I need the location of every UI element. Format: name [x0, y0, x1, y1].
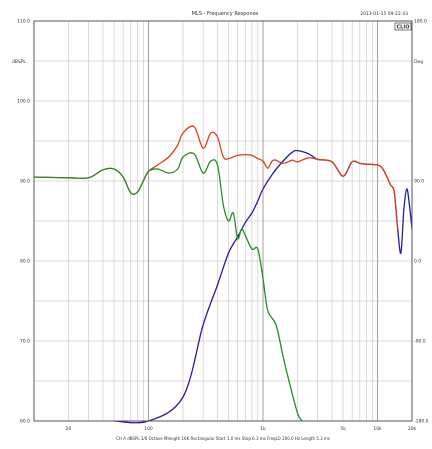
- y-right-unit: Deg: [414, 59, 423, 65]
- x-tick-label: 100: [144, 426, 153, 432]
- axis-labels: 20 100 1k 5k 10k 20k 110.0 100.0 90.0 80.0 70.0 60.…: [17, 19, 429, 433]
- footer-settings: CH A dBSPL 1/6 Octave Mlength 16K Rectan…: [116, 436, 330, 441]
- y-tick-label: 100.0: [17, 99, 30, 105]
- y-tick-label: 110.0: [17, 19, 30, 25]
- series-layer: [33, 125, 413, 424]
- x-tick-label: 10k: [373, 426, 382, 432]
- y-tick-label: 90.0: [20, 179, 30, 185]
- plot-frame: [33, 20, 413, 422]
- chart-timestamp: 2013-01-15 09:22:43: [360, 11, 408, 17]
- x-tick-label: 20k: [408, 426, 417, 432]
- y-tick-label: 70.0: [20, 339, 30, 345]
- y-tick-label: 80.0: [20, 259, 30, 265]
- x-tick-label: 1k: [260, 426, 266, 432]
- series-line-3: [33, 152, 303, 422]
- x-tick-label: 20: [66, 426, 72, 432]
- y-left-unit: dBSPL: [12, 59, 26, 65]
- y-right-tick-label: 0.0: [414, 259, 421, 265]
- clio-badge: CLIO: [397, 25, 410, 31]
- y-right-tick-label: 90.0: [414, 179, 424, 185]
- y-right-tick-label: -180.0: [414, 419, 429, 425]
- y-right-tick-label: 180.0: [414, 19, 427, 25]
- clio-badge-box: [394, 22, 412, 31]
- chart-title: MLS - Frequency Response: [192, 11, 259, 17]
- y-tick-label: 60.0: [20, 419, 30, 425]
- x-tick-label: 5k: [340, 426, 346, 432]
- y-right-tick-label: -90.0: [414, 339, 426, 345]
